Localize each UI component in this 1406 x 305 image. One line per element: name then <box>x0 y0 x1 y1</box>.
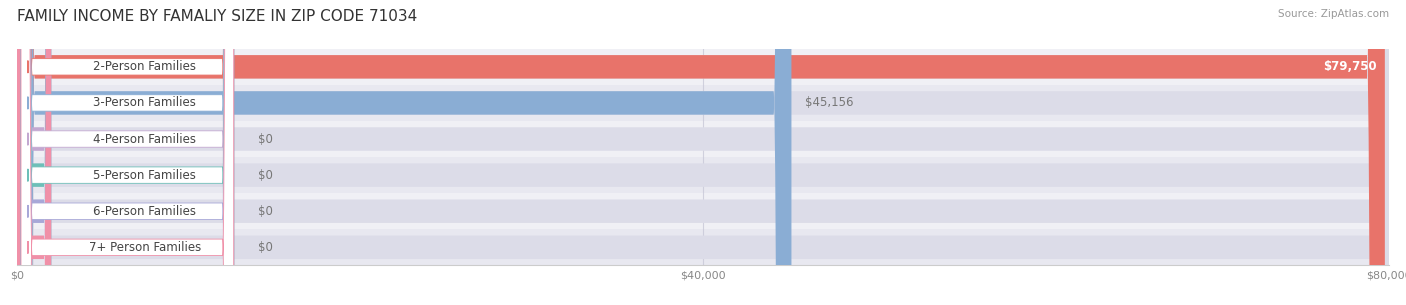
FancyBboxPatch shape <box>17 0 792 305</box>
FancyBboxPatch shape <box>21 0 233 305</box>
FancyBboxPatch shape <box>17 0 1389 305</box>
Bar <box>17 193 1389 229</box>
Bar <box>17 121 1389 157</box>
FancyBboxPatch shape <box>17 0 51 305</box>
FancyBboxPatch shape <box>21 0 233 305</box>
Text: $0: $0 <box>259 241 273 254</box>
FancyBboxPatch shape <box>17 0 1389 305</box>
Text: 2-Person Families: 2-Person Families <box>93 60 197 73</box>
FancyBboxPatch shape <box>21 0 233 305</box>
FancyBboxPatch shape <box>17 0 1389 305</box>
FancyBboxPatch shape <box>21 0 233 305</box>
Text: $79,750: $79,750 <box>1323 60 1376 73</box>
FancyBboxPatch shape <box>21 0 233 305</box>
FancyBboxPatch shape <box>17 0 1389 305</box>
FancyBboxPatch shape <box>17 0 51 305</box>
FancyBboxPatch shape <box>17 0 51 305</box>
FancyBboxPatch shape <box>17 0 1389 305</box>
Bar <box>17 49 1389 85</box>
Text: 3-Person Families: 3-Person Families <box>93 96 197 109</box>
FancyBboxPatch shape <box>17 0 1385 305</box>
Text: 5-Person Families: 5-Person Families <box>93 169 197 181</box>
Bar <box>17 157 1389 193</box>
Text: $45,156: $45,156 <box>806 96 853 109</box>
Text: 6-Person Families: 6-Person Families <box>93 205 197 218</box>
Bar <box>17 229 1389 265</box>
Text: $0: $0 <box>259 169 273 181</box>
Text: $0: $0 <box>259 133 273 145</box>
Text: 4-Person Families: 4-Person Families <box>93 133 197 145</box>
Text: FAMILY INCOME BY FAMALIY SIZE IN ZIP CODE 71034: FAMILY INCOME BY FAMALIY SIZE IN ZIP COD… <box>17 9 418 24</box>
Text: 7+ Person Families: 7+ Person Families <box>89 241 201 254</box>
Text: $0: $0 <box>259 205 273 218</box>
FancyBboxPatch shape <box>17 0 51 305</box>
FancyBboxPatch shape <box>21 0 233 305</box>
Bar <box>17 85 1389 121</box>
FancyBboxPatch shape <box>17 0 1389 305</box>
Text: Source: ZipAtlas.com: Source: ZipAtlas.com <box>1278 9 1389 19</box>
